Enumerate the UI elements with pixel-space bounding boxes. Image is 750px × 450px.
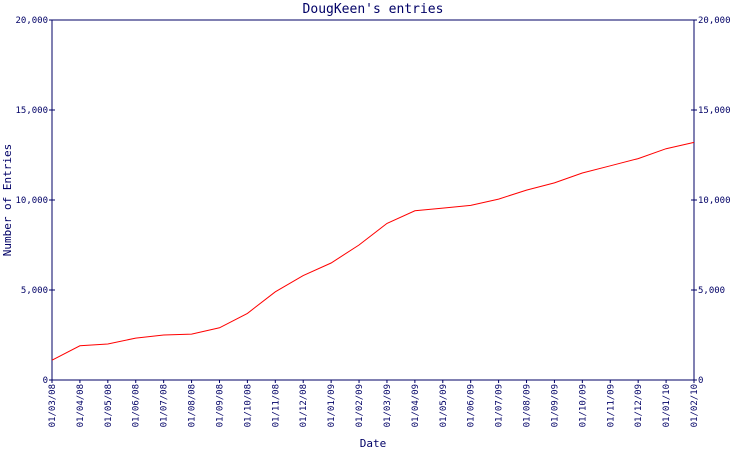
x-tick-label: 01/04/08 xyxy=(76,384,86,427)
y-tick-label: 0 xyxy=(43,376,48,386)
x-tick-label: 01/08/08 xyxy=(188,384,198,427)
x-tick-label: 01/06/09 xyxy=(467,384,477,427)
x-tick-label: 01/09/08 xyxy=(215,384,225,427)
y-tick-label: 5,000 xyxy=(21,286,48,296)
x-tick-label: 01/02/10 xyxy=(690,384,700,427)
data-line xyxy=(51,141,695,361)
x-tick-label: 01/08/09 xyxy=(523,384,533,427)
y2-tick-label: 20,000 xyxy=(698,16,731,26)
x-tick-label: 01/12/08 xyxy=(299,384,309,427)
x-tick-label: 01/01/09 xyxy=(327,384,337,427)
x-axis-label: Date xyxy=(360,437,387,450)
x-tick-label: 01/07/08 xyxy=(160,384,170,427)
y-axis-label: Number of Entries xyxy=(1,144,14,257)
y2-tick-label: 15,000 xyxy=(698,106,731,116)
x-tick-label: 01/03/09 xyxy=(383,384,393,427)
chart-title: DougKeen's entries xyxy=(303,2,444,17)
x-tick-label: 01/01/10 xyxy=(662,384,672,427)
x-tick-label: 01/02/09 xyxy=(355,384,365,427)
x-tick-label: 01/12/09 xyxy=(634,384,644,427)
y-tick-label: 20,000 xyxy=(15,16,48,26)
x-tick-label: 01/11/09 xyxy=(606,384,616,427)
x-tick-label: 01/10/08 xyxy=(243,384,253,427)
x-tick-label: 01/07/09 xyxy=(495,384,505,427)
y2-tick-label: 0 xyxy=(698,376,703,386)
plot-frame xyxy=(51,19,695,381)
x-tick-label: 01/05/09 xyxy=(439,384,449,427)
x-tick-label: 01/11/08 xyxy=(271,384,281,427)
y-tick-label: 15,000 xyxy=(15,106,48,116)
x-tick-label: 01/04/09 xyxy=(411,384,421,427)
x-tick-label: 01/06/08 xyxy=(132,384,142,427)
x-tick-label: 01/09/09 xyxy=(550,384,560,427)
y-tick-label: 10,000 xyxy=(15,196,48,206)
x-tick-label: 01/10/09 xyxy=(578,384,588,427)
x-tick-label: 01/05/08 xyxy=(104,384,114,427)
y2-tick-label: 5,000 xyxy=(698,286,725,296)
x-tick-label: 01/03/08 xyxy=(48,384,58,427)
y2-tick-label: 10,000 xyxy=(698,196,731,206)
